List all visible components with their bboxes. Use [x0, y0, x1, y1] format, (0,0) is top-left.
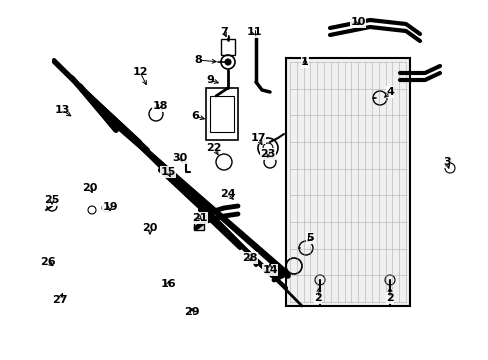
Text: 4: 4 [385, 87, 393, 97]
Text: 28: 28 [242, 253, 257, 263]
Text: 20: 20 [82, 183, 98, 193]
Text: 20: 20 [142, 223, 157, 233]
Text: 1: 1 [301, 57, 308, 67]
Text: 17: 17 [250, 133, 265, 143]
Text: 16: 16 [160, 279, 176, 289]
FancyBboxPatch shape [205, 88, 238, 140]
Text: 24: 24 [220, 189, 235, 199]
Text: 13: 13 [54, 105, 70, 115]
Text: 23: 23 [260, 149, 275, 159]
Text: 22: 22 [206, 143, 221, 153]
Text: 19: 19 [102, 202, 118, 212]
Text: 21: 21 [192, 213, 207, 223]
Text: 2: 2 [386, 293, 393, 303]
FancyBboxPatch shape [209, 96, 234, 132]
Text: 30: 30 [172, 153, 187, 163]
Text: 2: 2 [313, 293, 321, 303]
Text: 27: 27 [52, 295, 68, 305]
Text: 29: 29 [184, 307, 200, 317]
Text: 12: 12 [132, 67, 147, 77]
Text: 14: 14 [262, 265, 277, 275]
FancyBboxPatch shape [194, 218, 203, 230]
Text: 6: 6 [191, 111, 199, 121]
Text: 15: 15 [160, 167, 175, 177]
Text: 5: 5 [305, 233, 313, 243]
FancyBboxPatch shape [221, 39, 235, 55]
Text: 8: 8 [194, 55, 202, 65]
Text: 7: 7 [220, 27, 227, 37]
Circle shape [224, 59, 230, 65]
Text: 11: 11 [246, 27, 261, 37]
Text: 10: 10 [349, 17, 365, 27]
Text: 18: 18 [152, 101, 167, 111]
Text: 9: 9 [205, 75, 214, 85]
Bar [285, 58, 409, 306]
Text: 25: 25 [44, 195, 60, 205]
Text: 3: 3 [442, 157, 450, 167]
Text: 26: 26 [40, 257, 56, 267]
